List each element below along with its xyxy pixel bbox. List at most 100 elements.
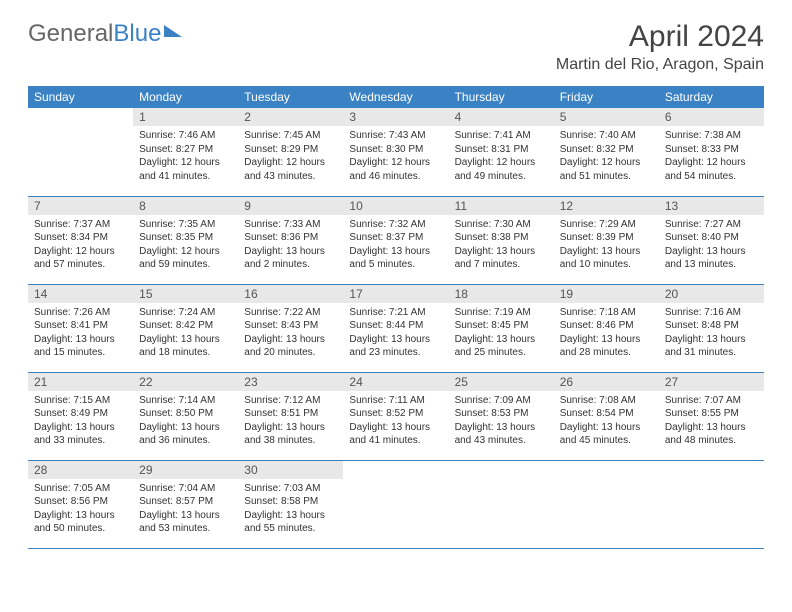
- day-number: 9: [238, 197, 343, 215]
- weekday-header: Tuesday: [238, 86, 343, 108]
- day-number: 5: [554, 108, 659, 126]
- day-number: 17: [343, 285, 448, 303]
- day-number: 4: [449, 108, 554, 126]
- calendar-day-cell: 5Sunrise: 7:40 AMSunset: 8:32 PMDaylight…: [554, 108, 659, 196]
- calendar-day-cell: 16Sunrise: 7:22 AMSunset: 8:43 PMDayligh…: [238, 284, 343, 372]
- day-detail: Sunrise: 7:32 AMSunset: 8:37 PMDaylight:…: [343, 215, 448, 276]
- weekday-header: Thursday: [449, 86, 554, 108]
- calendar-day-cell: 26Sunrise: 7:08 AMSunset: 8:54 PMDayligh…: [554, 372, 659, 460]
- day-detail: Sunrise: 7:26 AMSunset: 8:41 PMDaylight:…: [28, 303, 133, 364]
- day-detail: Sunrise: 7:22 AMSunset: 8:43 PMDaylight:…: [238, 303, 343, 364]
- day-number: 18: [449, 285, 554, 303]
- calendar-day-cell: 18Sunrise: 7:19 AMSunset: 8:45 PMDayligh…: [449, 284, 554, 372]
- day-number: 26: [554, 373, 659, 391]
- day-number: 25: [449, 373, 554, 391]
- day-number: 21: [28, 373, 133, 391]
- weekday-header: Friday: [554, 86, 659, 108]
- header: GeneralBlue April 2024 Martin del Rio, A…: [28, 20, 764, 74]
- day-detail: Sunrise: 7:29 AMSunset: 8:39 PMDaylight:…: [554, 215, 659, 276]
- calendar-day-cell: 10Sunrise: 7:32 AMSunset: 8:37 PMDayligh…: [343, 196, 448, 284]
- day-number: 29: [133, 461, 238, 479]
- day-number: 11: [449, 197, 554, 215]
- day-detail: Sunrise: 7:27 AMSunset: 8:40 PMDaylight:…: [659, 215, 764, 276]
- calendar-week-row: 14Sunrise: 7:26 AMSunset: 8:41 PMDayligh…: [28, 284, 764, 372]
- day-detail: Sunrise: 7:45 AMSunset: 8:29 PMDaylight:…: [238, 126, 343, 187]
- calendar-day-cell: 14Sunrise: 7:26 AMSunset: 8:41 PMDayligh…: [28, 284, 133, 372]
- day-number: 27: [659, 373, 764, 391]
- calendar-day-cell: 2Sunrise: 7:45 AMSunset: 8:29 PMDaylight…: [238, 108, 343, 196]
- month-title: April 2024: [556, 20, 764, 54]
- day-number: 28: [28, 461, 133, 479]
- day-detail: Sunrise: 7:33 AMSunset: 8:36 PMDaylight:…: [238, 215, 343, 276]
- calendar-week-row: 7Sunrise: 7:37 AMSunset: 8:34 PMDaylight…: [28, 196, 764, 284]
- day-detail: Sunrise: 7:46 AMSunset: 8:27 PMDaylight:…: [133, 126, 238, 187]
- calendar-day-cell: 11Sunrise: 7:30 AMSunset: 8:38 PMDayligh…: [449, 196, 554, 284]
- calendar-day-cell: 6Sunrise: 7:38 AMSunset: 8:33 PMDaylight…: [659, 108, 764, 196]
- weekday-header: Sunday: [28, 86, 133, 108]
- day-number: 3: [343, 108, 448, 126]
- day-number: 6: [659, 108, 764, 126]
- calendar-day-cell: 28Sunrise: 7:05 AMSunset: 8:56 PMDayligh…: [28, 460, 133, 548]
- day-detail: Sunrise: 7:30 AMSunset: 8:38 PMDaylight:…: [449, 215, 554, 276]
- logo-text-2: Blue: [113, 20, 161, 48]
- calendar-day-cell: 17Sunrise: 7:21 AMSunset: 8:44 PMDayligh…: [343, 284, 448, 372]
- day-detail: Sunrise: 7:37 AMSunset: 8:34 PMDaylight:…: [28, 215, 133, 276]
- calendar-day-cell: ..: [554, 460, 659, 548]
- calendar-day-cell: 25Sunrise: 7:09 AMSunset: 8:53 PMDayligh…: [449, 372, 554, 460]
- day-detail: Sunrise: 7:07 AMSunset: 8:55 PMDaylight:…: [659, 391, 764, 452]
- logo-triangle-icon: [164, 25, 182, 37]
- logo: GeneralBlue: [28, 20, 182, 48]
- day-detail: Sunrise: 7:21 AMSunset: 8:44 PMDaylight:…: [343, 303, 448, 364]
- day-detail: Sunrise: 7:03 AMSunset: 8:58 PMDaylight:…: [238, 479, 343, 540]
- day-number: 14: [28, 285, 133, 303]
- day-detail: Sunrise: 7:08 AMSunset: 8:54 PMDaylight:…: [554, 391, 659, 452]
- day-number: 30: [238, 461, 343, 479]
- day-detail: Sunrise: 7:14 AMSunset: 8:50 PMDaylight:…: [133, 391, 238, 452]
- calendar-table: Sunday Monday Tuesday Wednesday Thursday…: [28, 86, 764, 549]
- calendar-day-cell: 30Sunrise: 7:03 AMSunset: 8:58 PMDayligh…: [238, 460, 343, 548]
- calendar-day-cell: 21Sunrise: 7:15 AMSunset: 8:49 PMDayligh…: [28, 372, 133, 460]
- day-detail: Sunrise: 7:38 AMSunset: 8:33 PMDaylight:…: [659, 126, 764, 187]
- calendar-week-row: 28Sunrise: 7:05 AMSunset: 8:56 PMDayligh…: [28, 460, 764, 548]
- calendar-day-cell: 27Sunrise: 7:07 AMSunset: 8:55 PMDayligh…: [659, 372, 764, 460]
- day-detail: Sunrise: 7:12 AMSunset: 8:51 PMDaylight:…: [238, 391, 343, 452]
- day-detail: Sunrise: 7:05 AMSunset: 8:56 PMDaylight:…: [28, 479, 133, 540]
- day-number: 22: [133, 373, 238, 391]
- day-number: 10: [343, 197, 448, 215]
- day-number: 2: [238, 108, 343, 126]
- day-detail: Sunrise: 7:16 AMSunset: 8:48 PMDaylight:…: [659, 303, 764, 364]
- calendar-day-cell: 9Sunrise: 7:33 AMSunset: 8:36 PMDaylight…: [238, 196, 343, 284]
- calendar-day-cell: 15Sunrise: 7:24 AMSunset: 8:42 PMDayligh…: [133, 284, 238, 372]
- day-number: 13: [659, 197, 764, 215]
- calendar-week-row: ..1Sunrise: 7:46 AMSunset: 8:27 PMDaylig…: [28, 108, 764, 196]
- calendar-day-cell: 1Sunrise: 7:46 AMSunset: 8:27 PMDaylight…: [133, 108, 238, 196]
- weekday-header-row: Sunday Monday Tuesday Wednesday Thursday…: [28, 86, 764, 108]
- calendar-day-cell: 12Sunrise: 7:29 AMSunset: 8:39 PMDayligh…: [554, 196, 659, 284]
- weekday-header: Wednesday: [343, 86, 448, 108]
- title-block: April 2024 Martin del Rio, Aragon, Spain: [556, 20, 764, 74]
- calendar-day-cell: 29Sunrise: 7:04 AMSunset: 8:57 PMDayligh…: [133, 460, 238, 548]
- calendar-day-cell: 13Sunrise: 7:27 AMSunset: 8:40 PMDayligh…: [659, 196, 764, 284]
- calendar-day-cell: 24Sunrise: 7:11 AMSunset: 8:52 PMDayligh…: [343, 372, 448, 460]
- day-number: 1: [133, 108, 238, 126]
- calendar-day-cell: 4Sunrise: 7:41 AMSunset: 8:31 PMDaylight…: [449, 108, 554, 196]
- calendar-day-cell: 23Sunrise: 7:12 AMSunset: 8:51 PMDayligh…: [238, 372, 343, 460]
- day-detail: Sunrise: 7:43 AMSunset: 8:30 PMDaylight:…: [343, 126, 448, 187]
- day-detail: Sunrise: 7:11 AMSunset: 8:52 PMDaylight:…: [343, 391, 448, 452]
- weekday-header: Monday: [133, 86, 238, 108]
- day-number: 20: [659, 285, 764, 303]
- calendar-day-cell: 20Sunrise: 7:16 AMSunset: 8:48 PMDayligh…: [659, 284, 764, 372]
- day-detail: Sunrise: 7:19 AMSunset: 8:45 PMDaylight:…: [449, 303, 554, 364]
- calendar-day-cell: ..: [659, 460, 764, 548]
- day-number: 19: [554, 285, 659, 303]
- day-detail: Sunrise: 7:15 AMSunset: 8:49 PMDaylight:…: [28, 391, 133, 452]
- calendar-day-cell: ..: [28, 108, 133, 196]
- day-number: 8: [133, 197, 238, 215]
- location: Martin del Rio, Aragon, Spain: [556, 56, 764, 74]
- calendar-day-cell: ..: [449, 460, 554, 548]
- calendar-day-cell: 7Sunrise: 7:37 AMSunset: 8:34 PMDaylight…: [28, 196, 133, 284]
- day-number: 16: [238, 285, 343, 303]
- logo-text-1: General: [28, 20, 113, 48]
- calendar-day-cell: 22Sunrise: 7:14 AMSunset: 8:50 PMDayligh…: [133, 372, 238, 460]
- day-number: 12: [554, 197, 659, 215]
